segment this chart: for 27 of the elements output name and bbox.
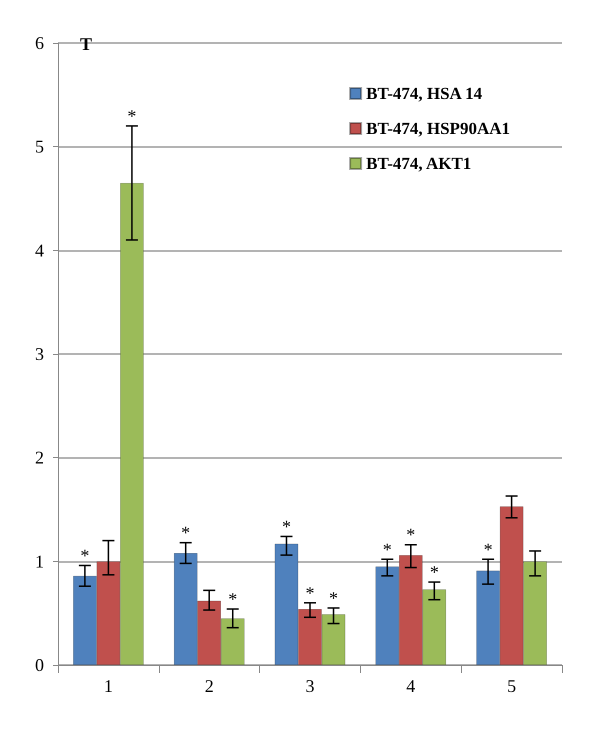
y-tick-label: 3 <box>35 344 44 364</box>
data-label: * <box>406 524 416 545</box>
data-label: * <box>127 106 136 126</box>
y-tick-label: 6 <box>35 33 44 53</box>
y-tick-label: 0 <box>35 655 44 675</box>
x-tick-label: 1 <box>104 676 113 696</box>
y-tick-label: 2 <box>35 448 44 468</box>
x-tick-label: 2 <box>204 676 214 696</box>
y-tick-label: 1 <box>35 551 44 572</box>
y-tick-label: 4 <box>35 240 44 260</box>
data-label: * <box>382 539 392 560</box>
x-tick-label: 3 <box>306 676 314 696</box>
y-axis-title: T <box>80 34 92 54</box>
x-tick-label: 4 <box>406 676 416 696</box>
data-label: * <box>228 589 238 610</box>
data-label: * <box>80 545 90 566</box>
data-label: * <box>181 522 190 543</box>
legend-label: BT-474, HSA 14 <box>366 84 483 103</box>
data-label: * <box>484 539 493 560</box>
data-label: * <box>282 516 291 536</box>
x-tick-label: 5 <box>507 676 516 696</box>
legend-label: BT-474, AKT1 <box>366 154 472 173</box>
data-label: * <box>430 562 439 582</box>
data-label: * <box>306 582 314 603</box>
legend-label: BT-474, HSP90AA1 <box>366 119 510 138</box>
data-label: * <box>329 588 338 608</box>
y-tick-label: 5 <box>35 136 44 157</box>
